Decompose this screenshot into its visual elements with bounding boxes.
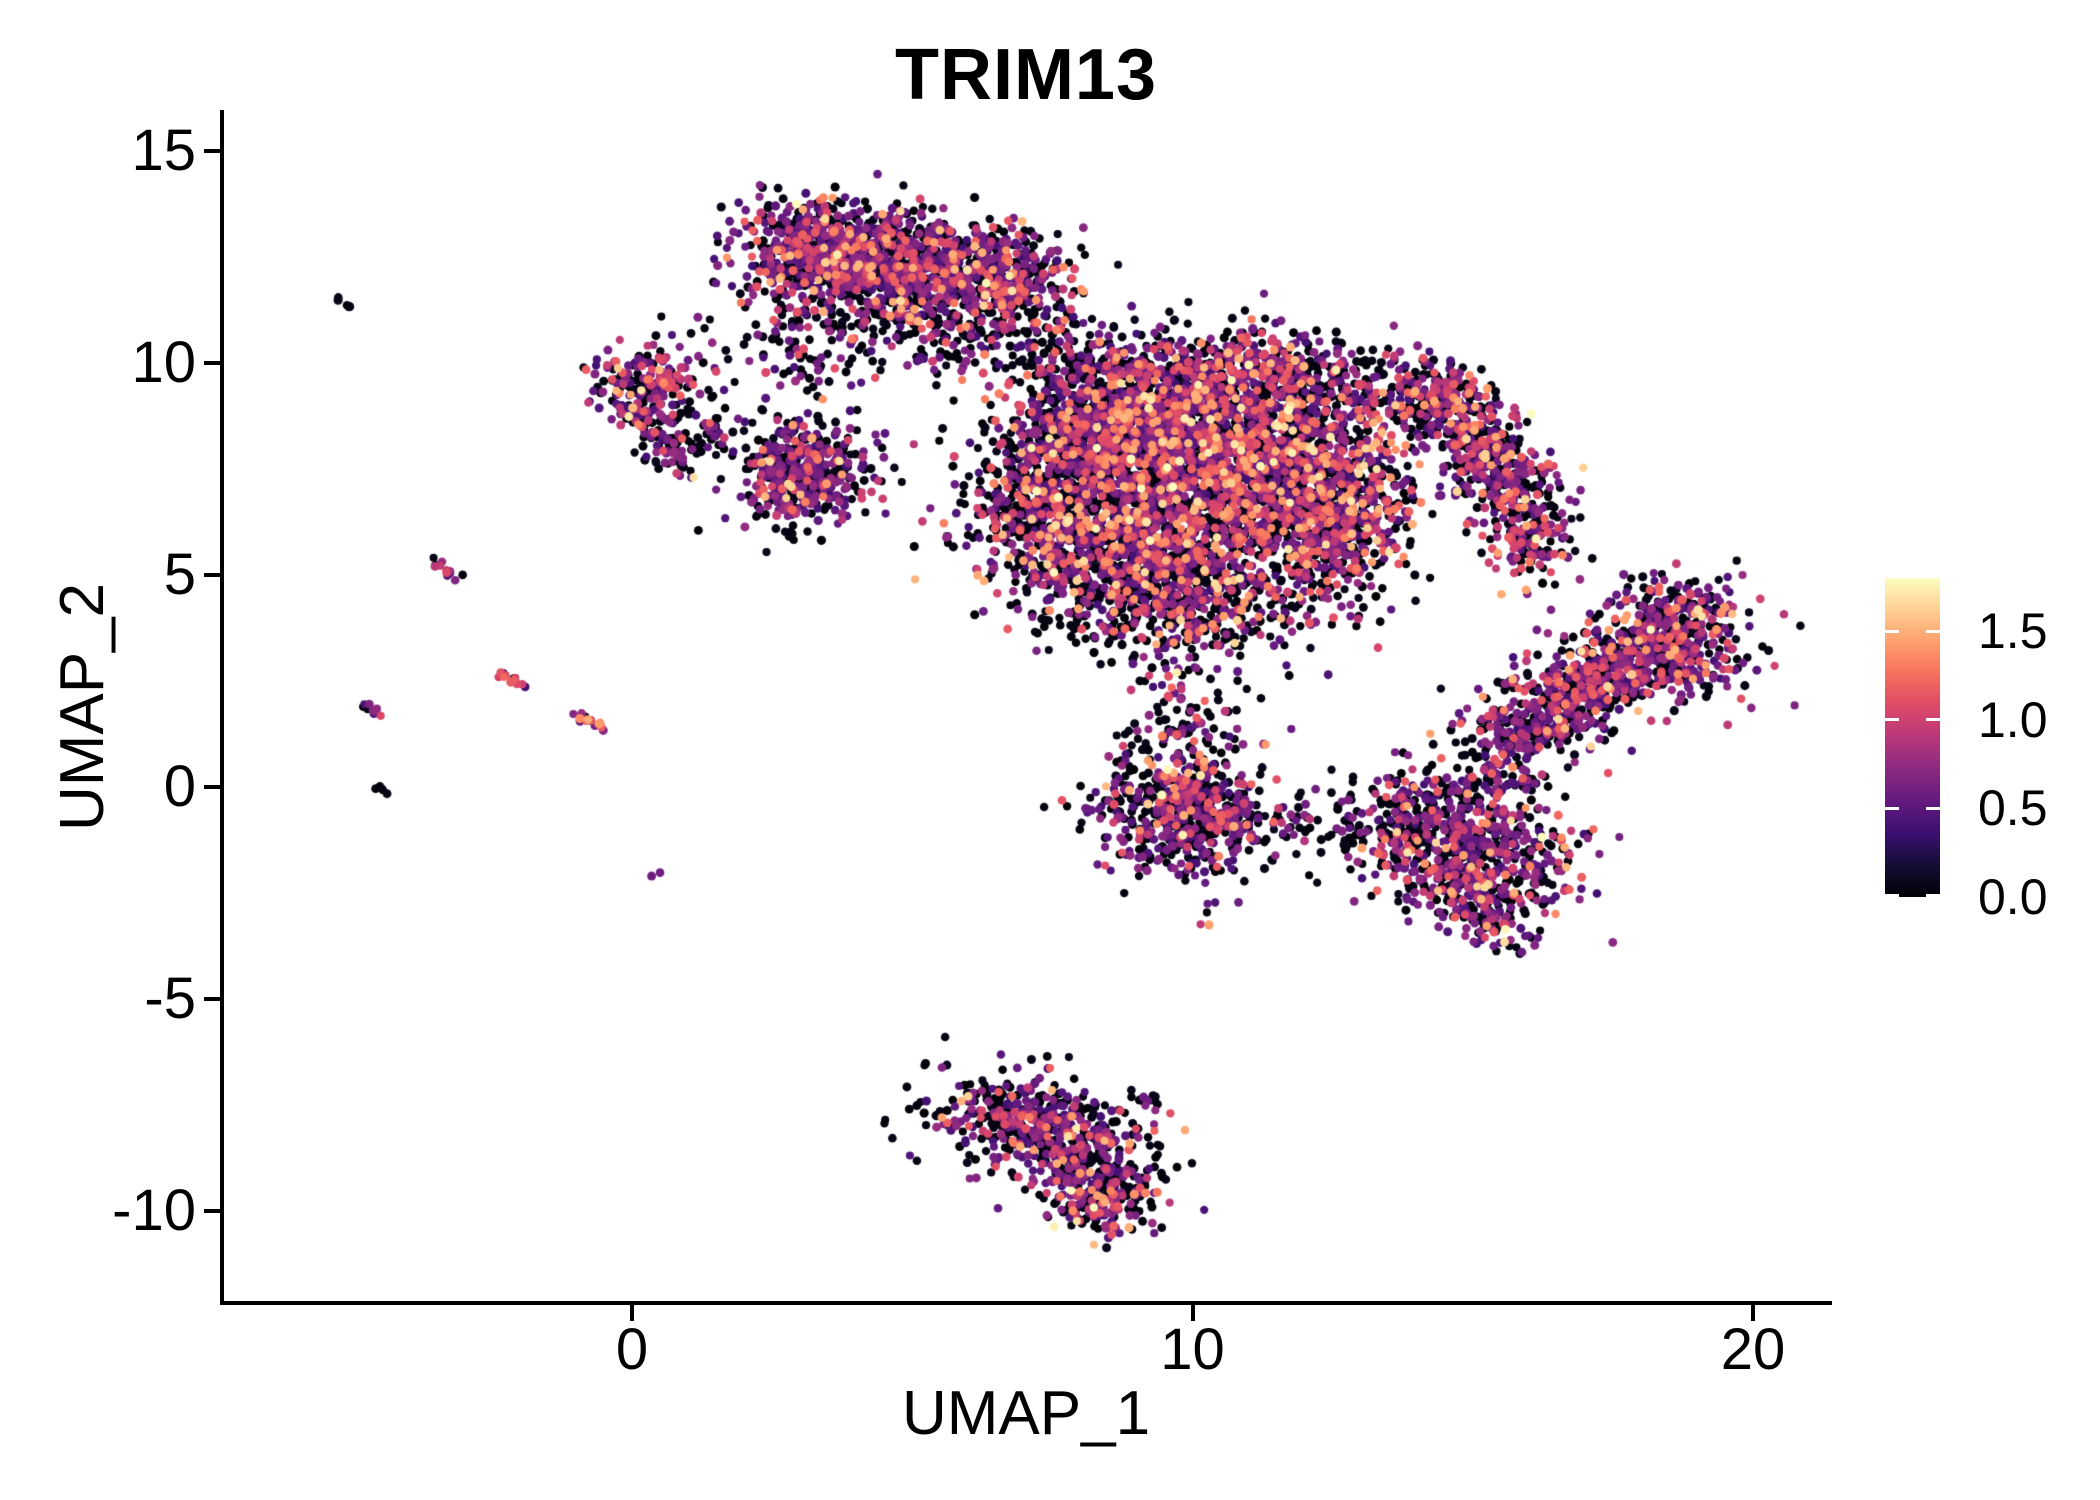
x-tick-mark xyxy=(630,1305,634,1321)
y-tick-label: 0 xyxy=(163,754,196,819)
x-tick-label: 20 xyxy=(1720,1317,1786,1382)
y-tick-label: 15 xyxy=(131,118,196,183)
y-tick-label: 5 xyxy=(163,542,196,607)
colorbar-tick-mark xyxy=(1926,718,1940,722)
y-tick-mark xyxy=(204,785,220,789)
y-tick-mark xyxy=(204,1209,220,1213)
y-tick-label: -5 xyxy=(144,966,196,1031)
colorbar-tick-mark xyxy=(1885,894,1899,897)
y-tick-mark xyxy=(204,573,220,577)
colorbar-tick-label: 1.5 xyxy=(1978,603,2048,660)
x-tick-mark xyxy=(1751,1305,1755,1321)
colorbar-tick-mark xyxy=(1885,718,1899,722)
colorbar-tick-label: 0.0 xyxy=(1978,869,2048,925)
x-tick-label: 10 xyxy=(1160,1317,1225,1382)
x-axis-title: UMAP_1 xyxy=(901,1379,1151,1448)
colorbar-tick-mark xyxy=(1926,894,1940,897)
colorbar-tick-label: 0.5 xyxy=(1978,780,2048,837)
x-tick-label: 0 xyxy=(615,1317,649,1382)
y-tick-mark xyxy=(204,997,220,1001)
colorbar-tick-label: 1.0 xyxy=(1978,691,2048,748)
colorbar-tick-mark xyxy=(1926,629,1940,633)
y-axis-line xyxy=(220,110,224,1305)
colorbar-tick-mark xyxy=(1885,629,1899,633)
x-tick-mark xyxy=(1190,1305,1195,1321)
y-axis-title: UMAP_2 xyxy=(48,582,117,832)
y-tick-mark xyxy=(204,361,220,365)
colorbar-gradient xyxy=(1885,578,1940,897)
x-axis-line xyxy=(220,1301,1832,1305)
colorbar-tick-mark xyxy=(1885,806,1899,810)
y-tick-label: 10 xyxy=(131,330,196,395)
y-tick-label: -10 xyxy=(112,1178,196,1243)
y-tick-mark xyxy=(204,149,220,153)
colorbar-tick-mark xyxy=(1926,806,1940,810)
